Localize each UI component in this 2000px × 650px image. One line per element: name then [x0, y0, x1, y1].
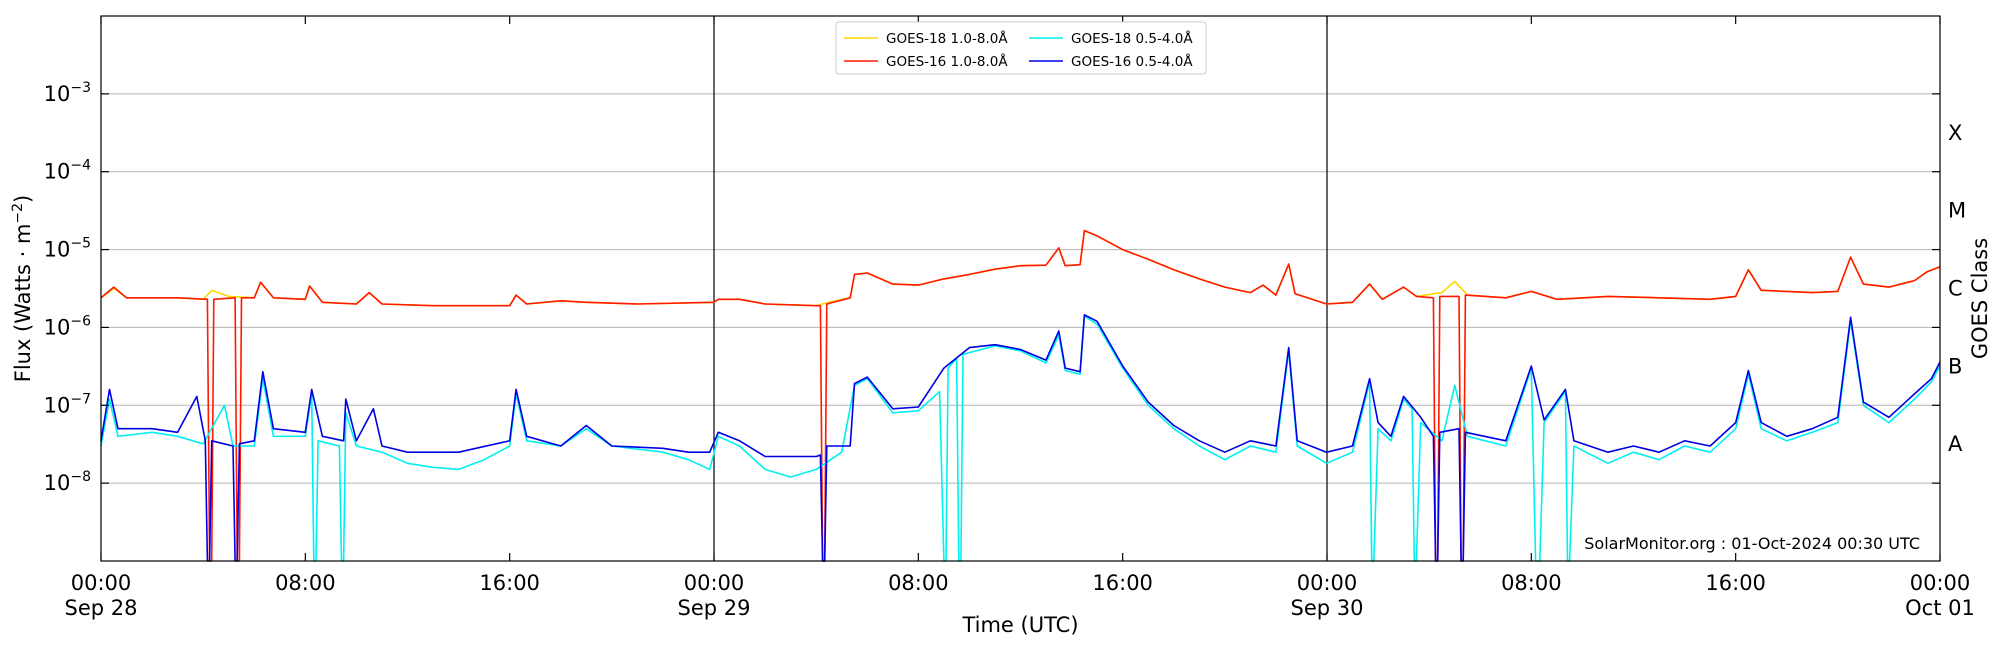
x-tick-label: 16:00	[479, 571, 540, 595]
x-tick-date-label: Sep 30	[1291, 596, 1364, 620]
x-tick-label: 08:00	[275, 571, 336, 595]
x-tick-label: 00:00	[684, 571, 745, 595]
series-line-4	[100, 314, 1941, 562]
credit-text: SolarMonitor.org : 01-Oct-2024 00:30 UTC	[1584, 534, 1920, 553]
x-tick-label: 16:00	[1092, 571, 1153, 595]
goes-class-label: A	[1948, 432, 1963, 456]
x-tick-label: 16:00	[1705, 571, 1766, 595]
y-tick-label: 10−7	[44, 391, 91, 417]
legend-item: GOES-16 0.5-4.0Å	[1029, 53, 1193, 70]
goes-class-label: C	[1948, 277, 1963, 301]
day-separator-lines	[713, 16, 1328, 561]
goes-class-axis-title: GOES Class	[1968, 238, 1992, 359]
x-tick-label: 08:00	[1501, 571, 1562, 595]
legend-label: GOES-16 1.0-8.0Å	[886, 53, 1008, 70]
x-axis-title: Time (UTC)	[961, 613, 1078, 637]
goes-class-axis: A B C M X	[1948, 121, 1966, 456]
series-line-2	[100, 229, 1941, 562]
legend-item: GOES-18 0.5-4.0Å	[1029, 30, 1193, 47]
goes-class-label: X	[1948, 121, 1962, 145]
y-axis: 10−8 10−7 10−6 10−5 10−4 10−3	[44, 80, 1940, 495]
goes-class-label: B	[1948, 354, 1962, 378]
y-tick-label: 10−5	[44, 236, 91, 262]
gridlines	[101, 93, 1940, 484]
legend-label: GOES-18 0.5-4.0Å	[1071, 30, 1193, 47]
legend-box	[835, 21, 1207, 75]
legend-label: GOES-18 1.0-8.0Å	[886, 30, 1008, 47]
legend-label: GOES-16 0.5-4.0Å	[1071, 53, 1193, 70]
x-tick-label: 00:00	[71, 571, 132, 595]
x-tick-date-label: Sep 29	[678, 596, 751, 620]
legend: GOES-18 1.0-8.0Å GOES-18 0.5-4.0Å GOES-16 …	[835, 21, 1207, 75]
y-tick-label: 10−6	[44, 313, 91, 339]
legend-item: GOES-16 1.0-8.0Å	[844, 53, 1008, 70]
goes-class-label: M	[1948, 199, 1966, 223]
plot-frame	[100, 15, 1941, 562]
y-tick-label: 10−8	[44, 469, 91, 495]
legend-item: GOES-18 1.0-8.0Å	[844, 30, 1008, 47]
x-tick-label: 00:00	[1297, 571, 1358, 595]
x-tick-label: 00:00	[1910, 571, 1971, 595]
y-axis-title: Flux (Watts · m−2)	[10, 195, 35, 383]
y-tick-label: 10−3	[44, 80, 91, 106]
y-tick-label: 10−4	[44, 158, 91, 184]
x-tick-date-label: Oct 01	[1905, 596, 1975, 620]
x-tick-date-label: Sep 28	[65, 596, 138, 620]
x-tick-label: 08:00	[888, 571, 949, 595]
